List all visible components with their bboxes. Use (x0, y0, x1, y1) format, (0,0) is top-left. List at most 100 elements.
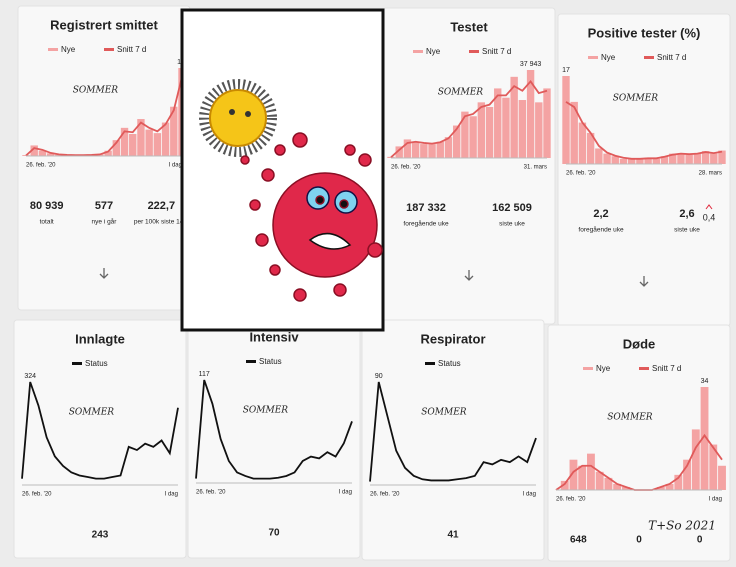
legend-swatch (469, 50, 479, 53)
bar (709, 444, 718, 490)
stat-value: 0 (697, 535, 703, 546)
card (361, 319, 545, 561)
legend-label: Nye (61, 45, 76, 54)
bar (674, 474, 683, 490)
x-label: 26. feb. '20 (556, 497, 586, 503)
legend-swatch (104, 48, 114, 51)
bar (153, 133, 162, 156)
legend-label: Nye (426, 47, 441, 56)
x-label: 26. feb. '20 (566, 171, 596, 177)
x-label: 26. feb. '20 (196, 490, 226, 496)
bar (543, 88, 551, 158)
bar (710, 153, 718, 164)
annotation: SOMMER (607, 413, 653, 423)
line (390, 80, 548, 158)
bar (112, 140, 121, 156)
card-title: Innlagte (75, 331, 125, 346)
stat-label: foregående uke (403, 220, 449, 228)
bar (170, 106, 178, 156)
x-label: 26. feb. '20 (370, 492, 400, 498)
legend-swatch (588, 56, 598, 59)
stat-value: 577 (95, 200, 113, 212)
virus (240, 132, 383, 302)
stat-label: siste uke (674, 227, 700, 234)
bar (428, 144, 436, 158)
card-title: Positive tester (%) (588, 25, 701, 40)
bar (718, 465, 726, 490)
bar (395, 146, 403, 158)
stat-value: 648 (570, 535, 587, 546)
bar (613, 483, 622, 490)
bar (621, 486, 630, 490)
bar (411, 141, 420, 158)
legend-label: Nye (596, 364, 611, 373)
x-label: I dag (339, 490, 352, 496)
bar (683, 459, 691, 490)
legend-swatch (413, 50, 423, 53)
bar (387, 156, 395, 158)
bar (461, 111, 469, 158)
legend-swatch (639, 367, 649, 370)
annotation: SOMMER (438, 88, 484, 98)
card-title: Intensiv (249, 329, 299, 344)
change-arrow (705, 204, 713, 210)
legend-swatch (246, 360, 256, 363)
line (25, 76, 183, 157)
x-label: I dag (709, 497, 722, 503)
bar (569, 459, 578, 490)
card (187, 317, 361, 559)
bar (469, 116, 477, 158)
peak-label: 324 (24, 373, 36, 380)
bar (578, 465, 587, 490)
bar (587, 453, 595, 490)
card-title: Respirator (420, 331, 485, 346)
bar (586, 132, 595, 164)
bar (570, 101, 578, 164)
bar (701, 151, 710, 164)
stat-value: 162 509 (492, 202, 532, 214)
stat-label: totalt (40, 219, 54, 226)
card-title: Registrert smittet (50, 17, 158, 32)
peak-label: 34 (701, 378, 709, 385)
card-title: Døde (623, 336, 656, 351)
x-label: I dag (523, 492, 536, 498)
x-label: 31. mars (524, 165, 547, 171)
x-label: 26. feb. '20 (26, 163, 56, 169)
bar (718, 150, 726, 164)
stat-value: 2,6 (679, 208, 694, 220)
sun (199, 79, 277, 157)
legend-label: Status (438, 359, 461, 368)
bar (604, 477, 613, 490)
bar (129, 134, 137, 156)
bar (644, 157, 652, 164)
bar (652, 158, 661, 164)
bar (30, 145, 38, 156)
stat-value: 80 939 (30, 200, 64, 212)
stat-change: 0,4 (703, 212, 716, 222)
legend-swatch (72, 362, 82, 365)
card (547, 324, 731, 562)
bar (444, 137, 453, 158)
x-label: I dag (169, 163, 182, 169)
stat-value: 243 (92, 530, 109, 541)
bar (691, 429, 700, 490)
card (13, 319, 187, 559)
line (21, 381, 179, 480)
bar (526, 70, 535, 158)
line (369, 381, 537, 482)
bar (510, 76, 518, 158)
legend-label: Status (85, 359, 108, 368)
x-label: I dag (165, 492, 178, 498)
peak-label: 37 943 (520, 61, 542, 68)
bar (38, 150, 47, 156)
cartoon (180, 8, 385, 332)
card-title: Testet (450, 19, 488, 34)
legend-label: Snitt 7 d (657, 53, 686, 62)
bar (120, 127, 129, 156)
bar (611, 156, 619, 164)
bar (578, 122, 587, 164)
bar (619, 158, 628, 164)
stat-label: foregående uke (578, 226, 624, 234)
stat-value: 0 (636, 535, 642, 546)
